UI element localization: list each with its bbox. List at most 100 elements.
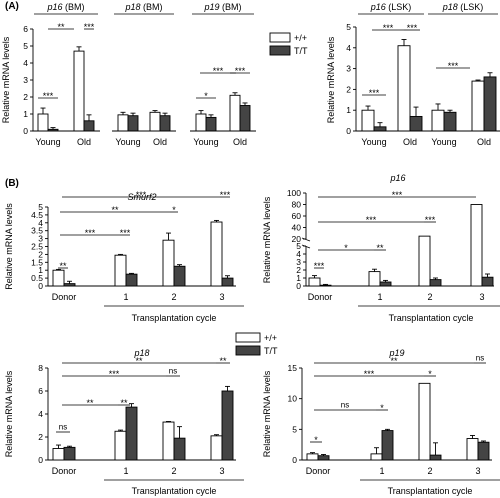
b-p16-bar-wt <box>368 271 381 287</box>
b-smurf2-y-tick-label: 3.5 <box>31 226 43 236</box>
a-bm-p18-bar-tt <box>159 115 171 132</box>
b-smurf2-y-tick-label: 2.5 <box>31 242 43 252</box>
a-lsk-y-tick-label: 3 <box>346 64 351 74</box>
b-p19-sig-label: * <box>380 403 384 413</box>
b-smurf2-y-tick-label: 1.5 <box>31 257 43 267</box>
b-p18-title: p18 <box>133 348 149 358</box>
b-p19-title: p19 <box>388 348 404 358</box>
a-bm-p19-xlabel: Old <box>233 137 247 147</box>
b-p18-y-tick-label: 4 <box>38 409 43 419</box>
b-p18-err-tt <box>177 426 182 439</box>
b-smurf2-xlabel: 3 <box>219 292 224 302</box>
b-p19-y-label: Relative mRNA levels <box>262 370 272 457</box>
b-smurf2-err-wt <box>56 268 61 271</box>
b-p18-sig-label: ns <box>169 367 177 376</box>
b-p16-sig-label: *** <box>425 215 436 225</box>
b-smurf2-sig-label: ** <box>111 205 119 215</box>
a-bm-p18-xlabel: Young <box>115 137 140 147</box>
b-p19-xlabel: Donor <box>306 466 331 476</box>
a-bm-p16-err-wt <box>40 107 46 114</box>
a-lsk-y-tick-label: 5 <box>346 22 351 32</box>
a-lsk-p16-bar-wt <box>397 45 411 132</box>
b-p16-err-tt <box>485 273 490 278</box>
b-smurf2-sig-label: *** <box>85 228 96 238</box>
a-lsk-p16-err-wt <box>401 39 407 46</box>
b-p18-bar-wt <box>52 448 65 461</box>
b-p18-y-tick-label: 6 <box>38 386 43 396</box>
b-p16-y-tick-label: 100 <box>287 188 301 198</box>
a-bm-p19-sig-old-label: *** <box>235 66 246 76</box>
b-smurf2-sig-label: *** <box>220 190 231 200</box>
a-bm-y-tick-label: 6 <box>23 24 28 34</box>
legend-a-swatch-tt <box>269 45 291 56</box>
a-lsk-p16-bar-tt <box>409 115 423 132</box>
b-p16-y-tick-label: 4 <box>296 249 301 259</box>
a-lsk-p16-xlabel: Young <box>361 137 386 147</box>
b-p19-err-wt <box>470 435 475 439</box>
b-smurf2-bar-wt <box>162 239 175 287</box>
b-p18-y-tick-label: 8 <box>38 363 43 373</box>
b-smurf2-bar-wt <box>210 221 223 287</box>
b-p16-y-tick-label: 80 <box>292 200 302 210</box>
a-lsk-p18-bar-wt <box>431 109 445 132</box>
a-lsk-p16-bar-tt <box>373 126 387 132</box>
a-bm-p16-bar-wt <box>73 50 85 132</box>
b-p16-err-wt <box>372 268 377 272</box>
a-bm-p19-bar-tt <box>239 105 251 132</box>
legend-a-label-tt: T/T <box>294 46 308 56</box>
a-lsk-p18-xlabel: Young <box>431 137 456 147</box>
b-p19-sig-label: *** <box>364 369 375 379</box>
a-bm-p16-xlabel: Young <box>35 137 60 147</box>
a-bm-p16-bar-tt <box>83 120 95 132</box>
b-p18-bar-tt <box>173 437 186 461</box>
b-p19-bar-tt <box>317 455 330 461</box>
b-smurf2-y-tick-label: 2 <box>38 249 43 259</box>
b-smurf2-y-tick-label: 0.5 <box>31 273 43 283</box>
b-p18-err-wt <box>214 434 219 436</box>
a-lsk-p18-title: p18 (LSK) <box>442 2 484 12</box>
a-bm-y-label: Relative mRNA levels <box>1 36 11 123</box>
b-smurf2-sig-label: *** <box>136 190 147 200</box>
a-bm-p19-bar-wt <box>229 94 241 132</box>
b-p18-err-wt <box>56 444 61 449</box>
b-p16-sig-label: *** <box>392 190 403 200</box>
b-p16-title: p16 <box>389 173 405 183</box>
b-p16-err-wt <box>312 275 317 278</box>
b-p16-y-tick-label: 2 <box>296 265 301 275</box>
b-p16-bar-wt <box>308 277 321 287</box>
a-bm-p18-bar-tt <box>127 115 139 132</box>
b-p18-err-tt <box>67 445 72 448</box>
b-p19-y-tick-label: 10 <box>288 394 298 404</box>
a-bm-p18-bar-wt <box>117 114 129 132</box>
b-p19-bar-tt <box>381 430 394 461</box>
a-bm-p16-err-tt <box>86 114 92 121</box>
b-smurf2-err-tt <box>67 280 72 284</box>
a-bm-p18-bar-wt <box>149 111 161 132</box>
panel-label-b: (B) <box>5 178 19 189</box>
b-p16-y-tick-label: 60 <box>292 211 302 221</box>
a-bm-y-tick-label: 1 <box>23 109 28 119</box>
b-p16-y-tick-label: 5 <box>296 241 301 251</box>
b-p16-bar-tt <box>379 281 392 287</box>
a-bm-y-tick-label: 0 <box>23 126 28 136</box>
b-p18-bar-wt <box>210 435 223 461</box>
b-p16-xlabel: 3 <box>479 292 484 302</box>
legend-a-swatch-wt <box>269 32 291 43</box>
b-p19-xlabel: 1 <box>379 466 384 476</box>
a-bm-p19-title: p19 (BM) <box>203 2 241 12</box>
b-smurf2-sig-label: *** <box>120 228 131 238</box>
b-p16-sig-label: * <box>344 243 348 253</box>
a-lsk-p18-bar-wt <box>471 80 485 132</box>
b-smurf2-y-tick-label: 3 <box>38 234 43 244</box>
a-bm-y-tick-label: 4 <box>23 58 28 68</box>
a-bm-p19-err-tt <box>242 102 248 106</box>
legend-a-label-wt: +/+ <box>294 33 307 43</box>
b-smurf2-bar-wt <box>114 254 127 287</box>
a-lsk-p18-bar-tt <box>443 111 457 132</box>
a-bm-y-tick-label: 5 <box>23 41 28 51</box>
b-p16-y-tick-label: 40 <box>292 223 302 233</box>
b-smurf2-xaxis-label: Transplantation cycle <box>132 313 217 323</box>
a-lsk-y-tick-label: 2 <box>346 84 351 94</box>
b-p16-xlabel: 2 <box>427 292 432 302</box>
